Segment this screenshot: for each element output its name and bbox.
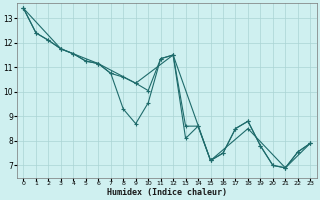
X-axis label: Humidex (Indice chaleur): Humidex (Indice chaleur) <box>107 188 227 197</box>
